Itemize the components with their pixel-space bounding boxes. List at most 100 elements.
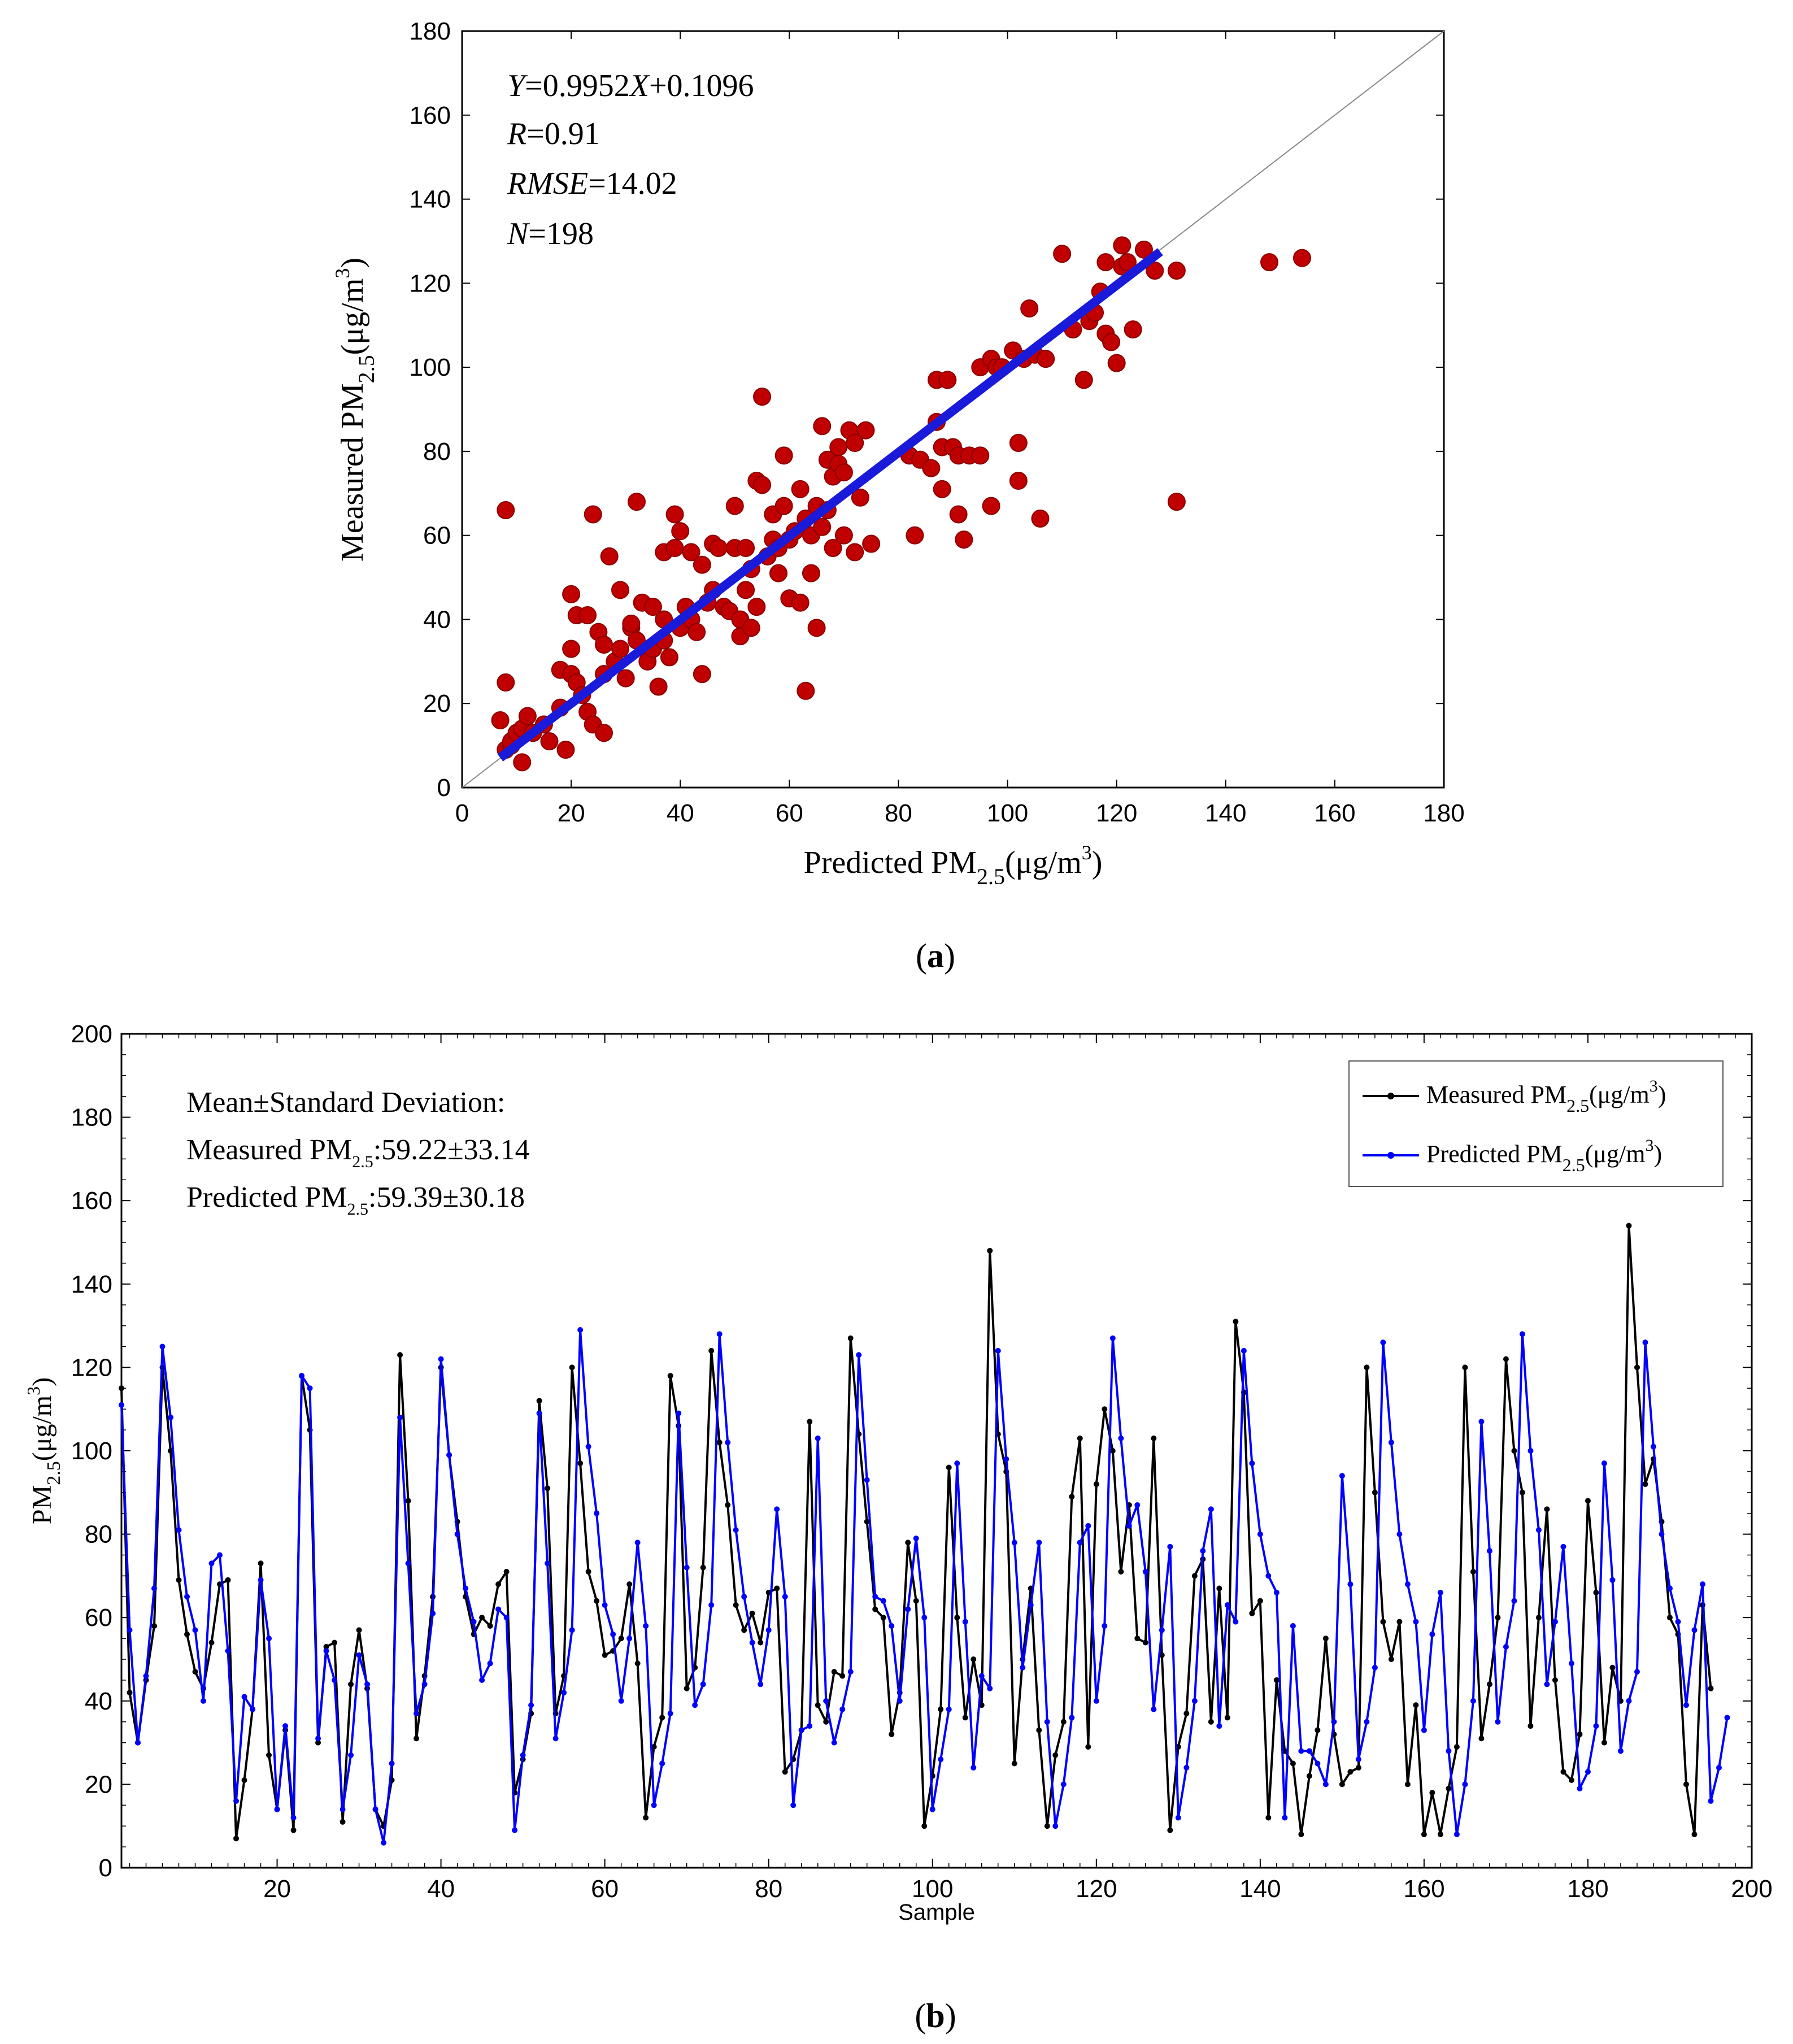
point-predicted <box>381 1839 387 1846</box>
x-tick-label-a: 60 <box>776 799 803 827</box>
scatter-point <box>851 488 869 507</box>
point-predicted <box>495 1606 502 1612</box>
point-predicted <box>823 1698 829 1704</box>
scatter-point <box>1134 240 1153 259</box>
ticks-b: 20 40 60 80 100 120 140 160 180 200 0 20 40 60 80 100 12… <box>71 1020 1773 1903</box>
scatter-point <box>562 640 581 658</box>
point-measured <box>340 1819 346 1825</box>
point-predicted <box>1380 1340 1386 1346</box>
point-predicted <box>192 1627 198 1633</box>
point-measured <box>1339 1781 1345 1788</box>
point-predicted <box>446 1452 452 1458</box>
panel-label-b: (b) <box>915 1997 956 2034</box>
point-measured <box>241 1777 247 1784</box>
point-predicted <box>1552 1619 1558 1625</box>
point-predicted <box>233 1798 240 1804</box>
point-predicted <box>159 1343 166 1350</box>
scatter-point <box>616 669 635 688</box>
point-predicted <box>643 1623 649 1629</box>
point-predicted <box>1372 1664 1378 1671</box>
point-predicted <box>1126 1523 1132 1529</box>
point-measured <box>315 1739 321 1746</box>
scatter-point <box>1102 333 1121 351</box>
predicted-stats: Predicted PM2.5:59.39±30.18 <box>186 1181 525 1219</box>
regression-equation: Y=0.9952X+0.1096 <box>507 68 754 103</box>
point-predicted <box>684 1564 690 1571</box>
x-tick-label-b: 60 <box>591 1875 619 1903</box>
point-predicted <box>807 1723 813 1729</box>
point-predicted <box>864 1477 870 1483</box>
point-measured <box>987 1247 993 1254</box>
point-predicted <box>708 1602 715 1608</box>
point-predicted <box>1265 1573 1272 1579</box>
point-measured <box>1634 1364 1640 1371</box>
y-tick-label-a: 20 <box>423 690 451 717</box>
point-predicted <box>356 1652 362 1658</box>
point-measured <box>585 1569 591 1575</box>
point-predicted <box>348 1752 354 1758</box>
x-tick-label-a: 160 <box>1314 799 1355 827</box>
point-predicted <box>913 1535 919 1541</box>
point-measured <box>1167 1827 1173 1833</box>
scatter-point <box>1260 253 1279 272</box>
point-predicted <box>880 1598 886 1604</box>
point-predicted <box>626 1636 633 1642</box>
point-predicted <box>1446 1748 1452 1754</box>
point-measured <box>872 1606 878 1612</box>
point-predicted <box>585 1443 591 1450</box>
point-predicted <box>1364 1719 1370 1725</box>
point-measured <box>1372 1489 1378 1495</box>
point-measured <box>1535 1615 1542 1621</box>
point-predicted <box>1224 1602 1230 1608</box>
y-tick-label-b: 200 <box>71 1020 112 1048</box>
point-measured <box>1683 1781 1689 1788</box>
point-predicted <box>1577 1785 1583 1791</box>
point-predicted <box>1011 1539 1017 1546</box>
point-predicted <box>725 1440 731 1446</box>
point-measured <box>1265 1815 1272 1821</box>
point-measured <box>348 1681 354 1688</box>
point-predicted <box>1462 1781 1468 1788</box>
point-measured <box>1257 1598 1263 1604</box>
scatter-point <box>846 543 864 562</box>
point-predicted <box>987 1685 993 1691</box>
scatter-point <box>595 724 613 742</box>
point-measured <box>1708 1685 1714 1691</box>
point-predicted <box>602 1602 608 1608</box>
point-predicted <box>1659 1531 1665 1537</box>
scatter-point <box>562 585 581 603</box>
point-predicted <box>569 1627 575 1633</box>
point-measured <box>1626 1223 1632 1229</box>
point-predicted <box>872 1594 878 1600</box>
point-predicted <box>634 1539 641 1546</box>
point-measured <box>1355 1764 1361 1771</box>
point-measured <box>1364 1364 1370 1371</box>
point-measured <box>1593 1589 1599 1595</box>
point-predicted <box>1331 1719 1337 1725</box>
point-measured <box>1118 1569 1124 1575</box>
point-predicted <box>1102 1623 1108 1629</box>
scatter-point <box>578 606 597 625</box>
point-measured <box>1404 1781 1411 1788</box>
point-predicted <box>397 1414 403 1420</box>
point-measured <box>659 1715 665 1721</box>
scatter-point <box>518 707 537 725</box>
scatter-point <box>491 711 510 729</box>
scatter-point <box>611 581 630 599</box>
point-measured <box>1093 1481 1099 1488</box>
point-measured <box>634 1660 641 1667</box>
scatter-point <box>709 538 728 557</box>
point-measured <box>266 1752 272 1758</box>
point-measured <box>782 1769 788 1775</box>
point-predicted <box>307 1385 313 1391</box>
point-predicted <box>512 1827 518 1833</box>
point-predicted <box>299 1373 305 1379</box>
point-predicted <box>1355 1756 1361 1763</box>
scatter-point <box>933 480 951 498</box>
scatter-point <box>1096 253 1115 272</box>
point-predicted <box>520 1752 526 1758</box>
point-predicted <box>1404 1581 1411 1588</box>
scatter-point <box>584 505 602 524</box>
point-measured <box>127 1690 133 1696</box>
point-predicted <box>1683 1702 1689 1708</box>
